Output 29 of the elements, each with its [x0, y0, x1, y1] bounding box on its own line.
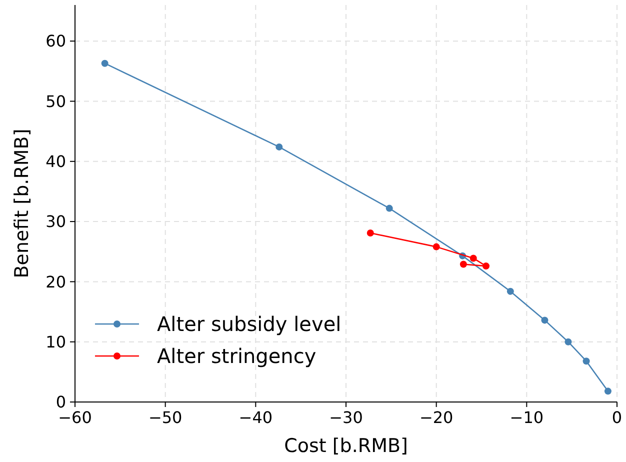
- x-tick-label: −50: [148, 408, 182, 427]
- x-tick-label: −10: [510, 408, 544, 427]
- legend-label: Alter stringency: [157, 344, 316, 368]
- point: [541, 316, 548, 324]
- y-tick-label: 30: [46, 212, 66, 232]
- y-axis-title: Benefit [b.RMB]: [11, 128, 33, 278]
- y-tick-label: 40: [46, 152, 66, 171]
- point: [366, 229, 374, 236]
- point: [460, 260, 467, 268]
- y-tick-label: 50: [46, 92, 66, 111]
- y-tick-label: 60: [46, 32, 66, 51]
- y-tick-label: 10: [46, 332, 66, 352]
- x-tick-label: −20: [419, 408, 454, 427]
- point: [482, 262, 490, 270]
- x-tick-label: −30: [329, 408, 363, 427]
- point: [276, 143, 283, 150]
- point: [564, 338, 572, 346]
- x-axis-title: Cost [b.RMB]: [284, 435, 408, 457]
- point: [101, 60, 108, 67]
- point: [386, 204, 393, 212]
- y-tick-label: 20: [46, 272, 66, 292]
- point: [582, 358, 590, 365]
- point: [506, 288, 514, 295]
- point: [470, 254, 477, 262]
- point: [432, 243, 440, 250]
- point: [604, 388, 612, 395]
- x-tick-label: −40: [238, 408, 273, 427]
- x-tick-label: 0: [612, 408, 622, 427]
- legend-label: Alter subsidy level: [157, 312, 342, 336]
